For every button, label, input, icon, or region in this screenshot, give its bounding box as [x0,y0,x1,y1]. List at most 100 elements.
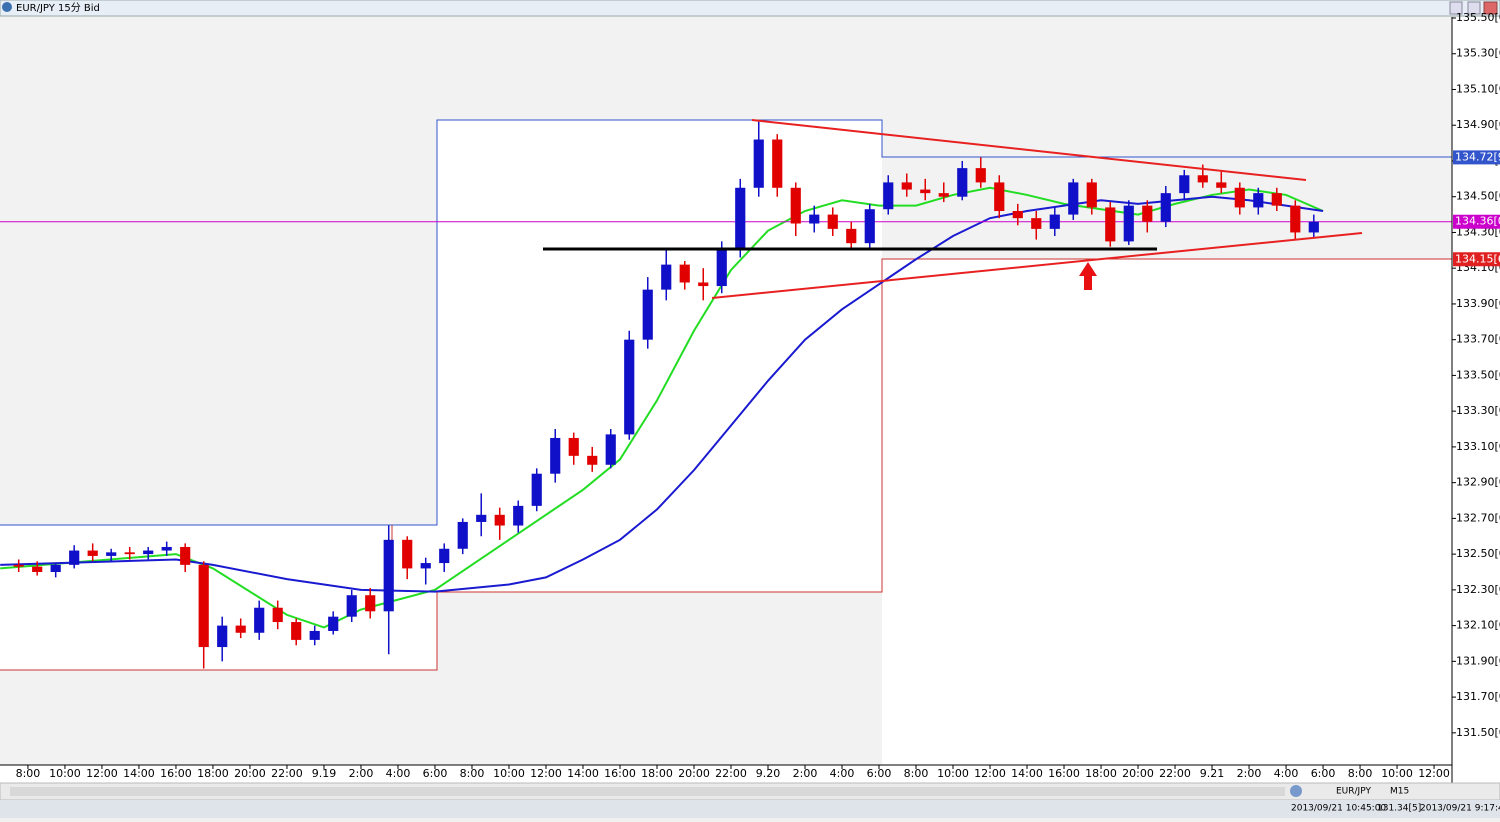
price-marker [1453,214,1500,229]
minimize-button[interactable] [1449,1,1463,15]
candle-body [439,548,450,564]
local-time: 2013/09/21 9:17:47 [1420,804,1500,814]
x-tick-label: 20:00 [1122,767,1154,780]
boxes [0,119,1452,765]
candle-body [587,455,598,465]
x-tick-label: 12:00 [86,767,118,780]
candle-body [957,168,968,197]
annotations [543,119,1363,299]
x-tick-label: 12:00 [1418,767,1450,780]
candle-body [143,550,154,555]
candle-body [272,607,283,623]
candle-body [1049,214,1060,229]
x-tick-label: 22:00 [271,767,303,780]
arrow [1079,262,1097,290]
x-tick-label: 6:00 [1311,767,1336,780]
y-tick-label: 135.50[0 [1456,11,1500,24]
moving-average [0,195,1324,593]
x-tick-label: 14:00 [1011,767,1043,780]
candle-body [661,264,672,290]
x-tick-label: 16:00 [160,767,192,780]
y-tick-label: 133.70[0 [1456,333,1500,346]
x-tick-label: 2:00 [349,767,374,780]
candle-body [605,434,616,465]
candle-body [550,437,561,474]
candle-body [1123,205,1134,242]
x-tick-label: 2:00 [793,767,818,780]
price-marker-label: 134.72[9 [1455,150,1500,163]
x-tick-label: 22:00 [715,767,747,780]
candle-body [1290,205,1301,233]
candle-body [1308,221,1319,233]
candle-body [1253,193,1264,208]
candle-body [883,182,894,210]
x-tick-label: 4:00 [1274,767,1299,780]
x-tick-label: 18:00 [641,767,673,780]
x-tick-label: 20:00 [678,767,710,780]
x-tick-label: 4:00 [386,767,411,780]
window-icon [2,2,12,12]
candle-body [124,552,135,555]
maximize-button[interactable] [1467,1,1481,15]
x-tick-label: 22:00 [1159,767,1191,780]
trend-line-lower [711,232,1363,299]
candle-body [1216,182,1227,188]
candle-body [1197,175,1208,183]
x-tick-label: 14:00 [123,767,155,780]
x-tick-label: 8:00 [460,767,485,780]
window-title: EUR/JPY 15分 Bid [16,2,100,14]
candle-body [568,437,579,456]
candle-body [513,505,524,526]
candle-body [291,622,302,640]
candle-body [328,616,339,631]
x-tick-label: 16:00 [1048,767,1080,780]
candle-body [642,289,653,340]
candle-body [809,214,820,224]
candle-body [476,514,487,522]
price-marker-label: 134.36[0 [1455,215,1500,228]
close-button[interactable] [1483,1,1498,15]
candle-body [1179,175,1190,194]
session-box-fill [437,120,882,592]
red-box-line [0,258,1452,671]
candle-body [938,193,949,197]
x-tick-label: 10:00 [937,767,969,780]
candle-body [1234,187,1245,208]
y-tick-label: 132.30[0 [1456,583,1500,596]
candle-body [827,214,838,229]
price-marker-label: 134.15[6 [1455,252,1500,265]
x-tick-label: 9.19 [312,767,337,780]
symbol-select[interactable]: EUR/JPY [1336,787,1371,797]
price-marker [1453,252,1500,267]
candle-body [32,566,43,572]
candle-body [975,168,986,183]
server-time: 2013/09/21 10:45:00 [1291,804,1386,814]
candle-body [1271,193,1282,206]
candle-body [790,187,801,224]
y-tick-label: 131.90[0 [1456,654,1500,667]
y-tick-label: 132.70[0 [1456,511,1500,524]
period-select[interactable]: M15 [1390,787,1409,797]
candle-body [254,607,265,633]
x-tick-label: 10:00 [1381,767,1413,780]
candle-body [698,282,709,287]
x-tick-label: 12:00 [974,767,1006,780]
y-tick-label: 135.10[0 [1456,82,1500,95]
x-tick-label: 6:00 [423,767,448,780]
candle-body [1105,207,1116,242]
blue-box-line [0,119,1452,526]
candle-body [217,625,228,648]
y-tick-label: 133.30[0 [1456,404,1500,417]
candle-body [735,187,746,251]
candle-body [772,139,783,188]
x-tick-label: 4:00 [830,767,855,780]
y-tick-label: 134.90[0 [1456,118,1500,131]
y-tick-label: 132.10[0 [1456,619,1500,632]
candle-body [180,546,191,565]
zoom-button[interactable] [1290,785,1302,797]
candle-body [753,139,764,188]
x-tick-label: 18:00 [197,767,229,780]
candle-body [1160,193,1171,222]
scroll-thumb[interactable] [10,787,1285,796]
